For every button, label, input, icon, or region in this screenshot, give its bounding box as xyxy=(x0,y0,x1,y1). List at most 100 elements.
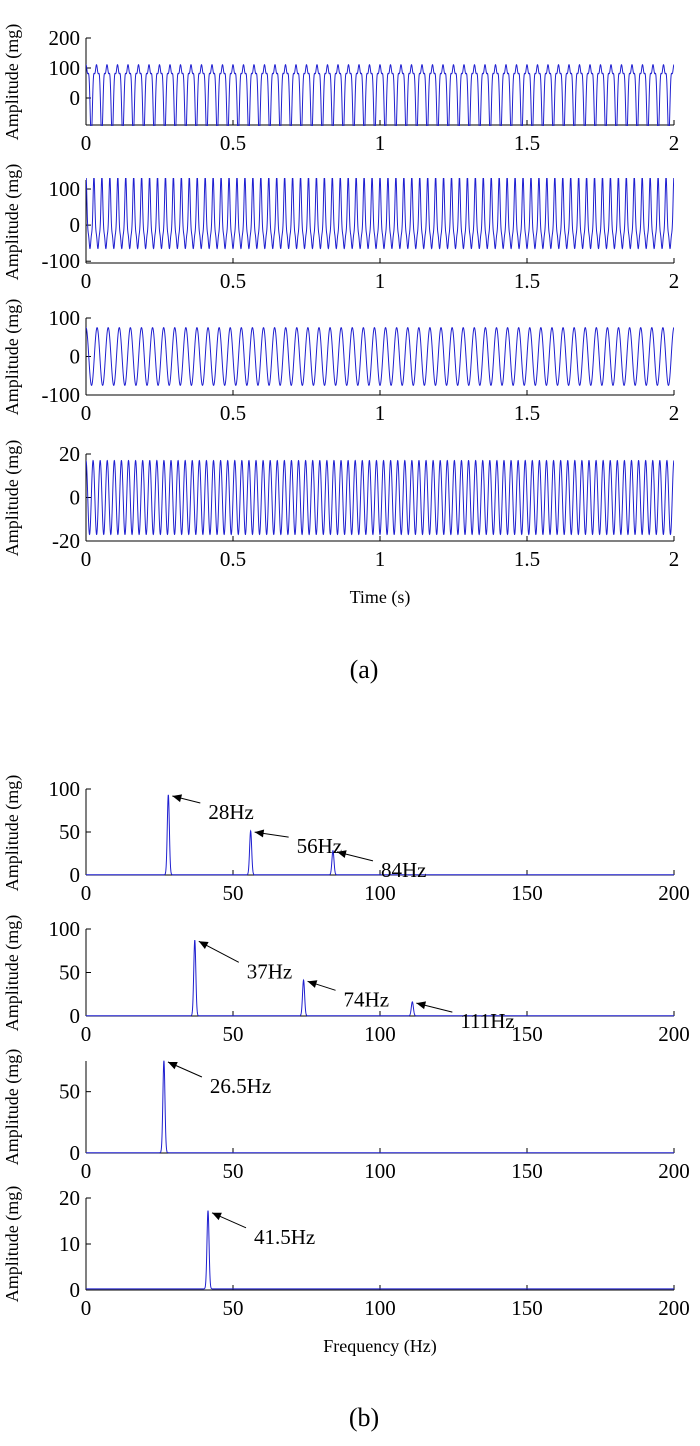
y-tick-label: 50 xyxy=(59,961,80,985)
annotation-arrowhead xyxy=(254,829,265,838)
x-tick-label: 0.5 xyxy=(220,269,246,293)
annotation-label: 111Hz xyxy=(460,1009,514,1033)
y-tick-label: 0 xyxy=(70,345,81,369)
y-tick-label: 0 xyxy=(70,863,81,887)
x-axis-title: Frequency (Hz) xyxy=(323,1336,436,1357)
x-tick-label: 150 xyxy=(511,1296,543,1320)
y-axis-title: Amplitude (mg) xyxy=(2,24,23,140)
y-tick-label: 20 xyxy=(59,442,80,466)
annotation-label: 56Hz xyxy=(297,834,343,858)
subplot-b-1: 0 50 100 150 200 0 50 100 Amplitude (mg) 28Hz 56Hz… xyxy=(2,775,690,905)
x-tick-label: 50 xyxy=(223,1296,244,1320)
annotation-arrowhead xyxy=(167,1061,178,1070)
x-tick-label: 0 xyxy=(81,1159,92,1183)
annotation-label: 41.5Hz xyxy=(254,1225,315,1249)
x-tick-label: 2 xyxy=(669,269,680,293)
x-tick-label: 100 xyxy=(364,881,396,905)
x-tick-label: 150 xyxy=(511,1022,543,1046)
x-tick-label: 100 xyxy=(364,1022,396,1046)
x-tick-label: 50 xyxy=(223,1159,244,1183)
subplot-b-2: 0 50 100 150 200 0 50 100 Amplitude (mg) 37Hz 74Hz… xyxy=(2,915,690,1046)
y-tick-label: 100 xyxy=(49,917,81,941)
x-tick-label: 200 xyxy=(658,1159,690,1183)
x-tick-label: 1 xyxy=(375,131,386,155)
series-line xyxy=(86,178,674,250)
series-line xyxy=(86,459,674,536)
y-axis-title: Amplitude (mg) xyxy=(2,915,23,1031)
x-tick-label: 2 xyxy=(669,131,680,155)
x-tick-label: 50 xyxy=(223,881,244,905)
x-tick-label: 50 xyxy=(223,1022,244,1046)
x-tick-label: 0.5 xyxy=(220,547,246,571)
x-tick-label: 0 xyxy=(81,1022,92,1046)
annotation-label: 26.5Hz xyxy=(210,1074,271,1098)
y-tick-label: 100 xyxy=(49,56,81,80)
x-tick-label: 1 xyxy=(375,269,386,293)
x-tick-label: 0.5 xyxy=(220,131,246,155)
series-line xyxy=(86,939,674,1017)
y-tick-label: 200 xyxy=(49,26,81,50)
caption-a: (a) xyxy=(350,655,379,684)
annotation-label: 74Hz xyxy=(344,987,390,1011)
x-tick-label: 1.5 xyxy=(514,131,540,155)
x-tick-label: 200 xyxy=(658,1022,690,1046)
y-tick-label: 0 xyxy=(70,1141,81,1165)
series-line xyxy=(86,64,674,126)
subplot-b-4: 0 50 100 150 200 0 10 20 Amplitude (mg) Frequency… xyxy=(2,1186,690,1357)
annotation-label: 84Hz xyxy=(381,858,427,882)
y-tick-label: 0 xyxy=(70,213,81,237)
y-axis-title: Amplitude (mg) xyxy=(2,299,23,415)
annotation-label: 28Hz xyxy=(208,800,254,824)
y-axis-title: Amplitude (mg) xyxy=(2,164,23,280)
x-tick-label: 1 xyxy=(375,547,386,571)
y-axis-title: Amplitude (mg) xyxy=(2,1186,23,1302)
series-line xyxy=(86,327,674,386)
subplot-b-3: 0 50 100 150 200 0 50 Amplitude (mg) 26.5Hz xyxy=(2,1049,690,1183)
y-tick-label: -100 xyxy=(42,383,81,407)
x-tick-label: 1.5 xyxy=(514,401,540,425)
annotation-arrowhead xyxy=(172,794,183,803)
series-line xyxy=(86,1210,674,1290)
series-line xyxy=(86,794,674,876)
annotation-arrowhead xyxy=(416,1001,427,1010)
annotation-arrowhead xyxy=(198,941,209,950)
x-tick-label: 0 xyxy=(81,881,92,905)
y-tick-label: 100 xyxy=(49,306,81,330)
y-tick-label: 0 xyxy=(70,1278,81,1302)
x-tick-label: 2 xyxy=(669,401,680,425)
x-tick-label: 0 xyxy=(81,1296,92,1320)
y-tick-label: 50 xyxy=(59,820,80,844)
x-tick-label: 1.5 xyxy=(514,547,540,571)
x-tick-label: 0 xyxy=(81,131,92,155)
x-tick-label: 2 xyxy=(669,547,680,571)
y-tick-label: 0 xyxy=(70,1004,81,1028)
x-tick-label: 0 xyxy=(81,401,92,425)
y-tick-label: 10 xyxy=(59,1232,80,1256)
y-tick-label: 50 xyxy=(59,1080,80,1104)
y-tick-label: 100 xyxy=(49,177,81,201)
x-tick-label: 0 xyxy=(81,269,92,293)
annotation-arrowhead xyxy=(336,850,347,858)
y-axis-title: Amplitude (mg) xyxy=(2,1049,23,1165)
subplot-a-1: 0 0.5 1 1.5 2 0 100 200 Amplitude (mg) xyxy=(2,24,679,155)
y-tick-label: 0 xyxy=(70,486,81,510)
annotation-arrowhead xyxy=(307,980,318,988)
x-tick-label: 150 xyxy=(511,881,543,905)
y-tick-label: 0 xyxy=(70,86,81,110)
x-tick-label: 200 xyxy=(658,881,690,905)
y-axis-title: Amplitude (mg) xyxy=(2,775,23,891)
y-axis-title: Amplitude (mg) xyxy=(2,440,23,556)
y-tick-label: 100 xyxy=(49,777,81,801)
y-tick-label: -20 xyxy=(52,529,80,553)
y-tick-label: -100 xyxy=(42,249,81,273)
x-tick-label: 0 xyxy=(81,547,92,571)
annotation-arrowhead xyxy=(212,1212,222,1221)
annotation-label: 37Hz xyxy=(247,959,293,983)
x-axis-title: Time (s) xyxy=(350,587,411,608)
x-tick-label: 150 xyxy=(511,1159,543,1183)
